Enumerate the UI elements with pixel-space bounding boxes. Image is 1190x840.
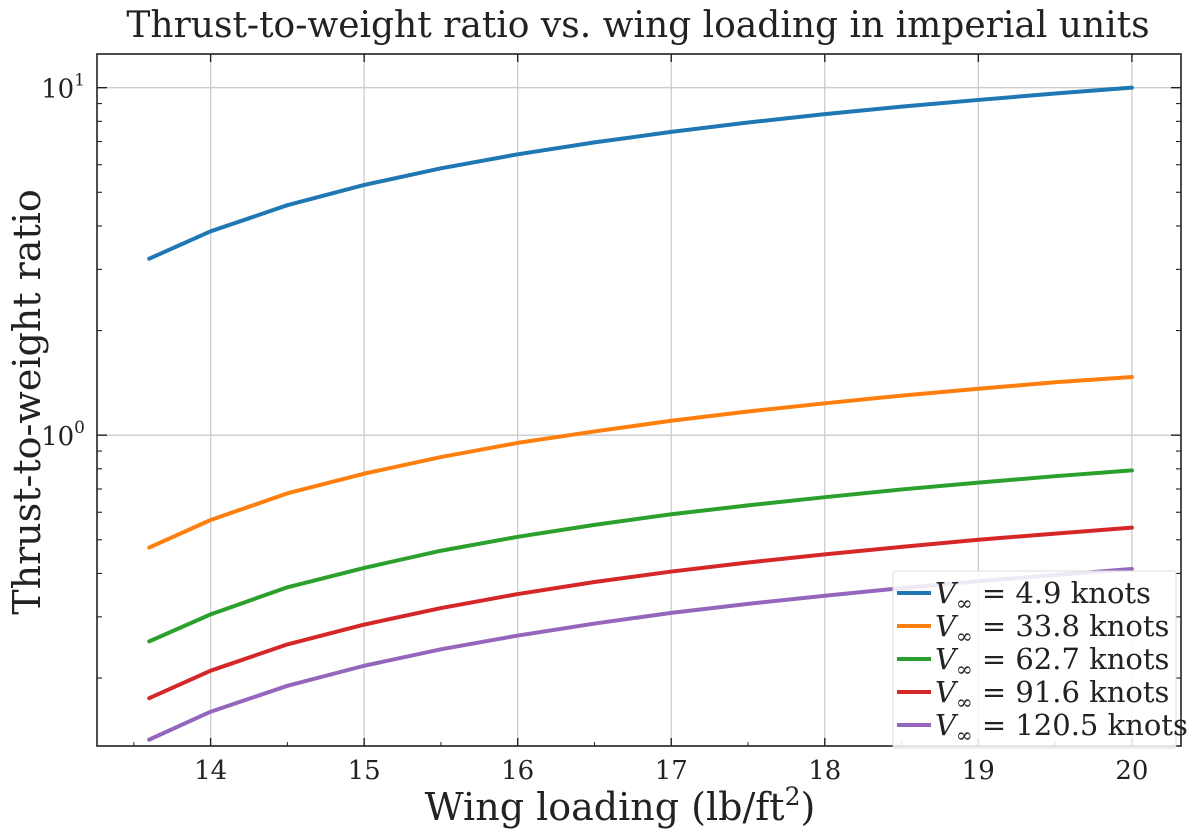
legend-label-symbol: V <box>935 675 959 709</box>
series-line-3 <box>147 468 1134 644</box>
x-tick-label: 20 <box>1115 756 1148 786</box>
x-tick-label: 17 <box>655 756 688 786</box>
x-axis-label-suffix: ) <box>800 785 815 829</box>
x-axis-label-text: Wing loading (lb/ft <box>425 785 785 829</box>
x-axis-label: Wing loading (lb/ft2) <box>425 782 816 829</box>
legend-label-text: = 120.5 knots <box>973 708 1188 742</box>
y-tick-label-exponent: 1 <box>74 71 85 91</box>
legend-box <box>892 570 1177 749</box>
y-tick-label-exponent: 0 <box>74 418 85 438</box>
x-tick-label: 16 <box>501 756 534 786</box>
legend-label: V∞ = 33.8 knots <box>935 609 1169 648</box>
x-axis-label-superscript: 2 <box>785 782 801 811</box>
plot-frame <box>96 53 1182 747</box>
legend-label-subscript: ∞ <box>956 657 973 681</box>
legend-label-subscript: ∞ <box>956 723 973 747</box>
legend-label: V∞ = 91.6 knots <box>935 675 1169 714</box>
legend-label: V∞ = 4.9 knots <box>935 576 1151 615</box>
legend-label-text: = 62.7 knots <box>973 642 1170 676</box>
legend-label-text: = 4.9 knots <box>973 576 1151 610</box>
series-line-1 <box>147 85 1134 261</box>
y-axis-label: Thrust-to-weight ratio <box>5 189 49 615</box>
legend-label-subscript: ∞ <box>956 624 973 648</box>
x-tick-label: 18 <box>808 756 841 786</box>
x-tick-label: 19 <box>962 756 995 786</box>
legend-label-symbol: V <box>935 708 959 742</box>
x-tick-label: 14 <box>194 756 227 786</box>
legend-label: V∞ = 62.7 knots <box>935 642 1169 681</box>
legend-label-text: = 91.6 knots <box>973 675 1170 709</box>
series-line-4 <box>147 525 1134 701</box>
legend-label-text: = 33.8 knots <box>973 609 1170 643</box>
series-layer <box>147 85 1134 742</box>
y-tick-label: 101 <box>41 71 85 105</box>
y-tick-label: 100 <box>41 418 85 452</box>
legend-label-symbol: V <box>935 642 959 676</box>
legend-label-subscript: ∞ <box>956 591 973 615</box>
legend-label: V∞ = 120.5 knots <box>935 708 1188 747</box>
y-tick-label-base: 10 <box>41 75 74 105</box>
x-tick-label: 15 <box>348 756 381 786</box>
legend-label-subscript: ∞ <box>956 690 973 714</box>
legend-label-symbol: V <box>935 609 959 643</box>
y-tick-label-base: 10 <box>41 422 74 452</box>
chart-title: Thrust-to-weight ratio vs. wing loading … <box>126 5 1149 46</box>
legend-label-symbol: V <box>935 576 959 610</box>
series-line-2 <box>147 375 1134 550</box>
